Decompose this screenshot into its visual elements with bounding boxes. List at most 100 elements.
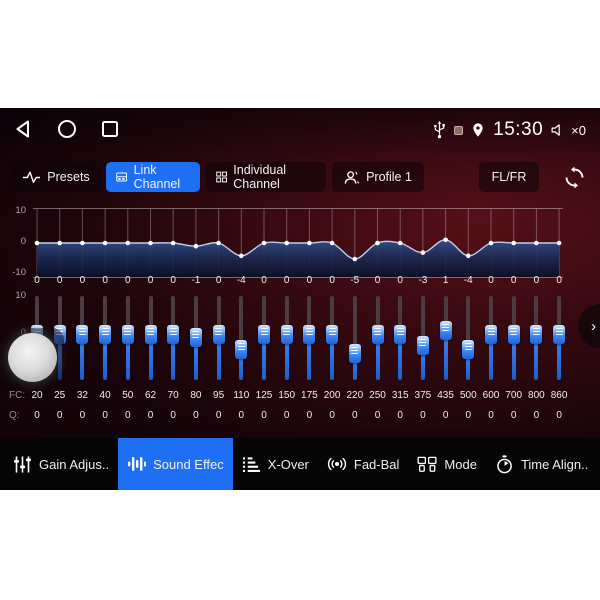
mixer-icon	[13, 455, 32, 474]
eq-band-slider[interactable]	[230, 294, 252, 384]
eq-band-slider[interactable]	[185, 294, 207, 384]
eq-band-slider[interactable]	[321, 294, 343, 384]
slider-thumb[interactable]	[348, 343, 361, 363]
slider-thumb[interactable]	[76, 324, 89, 344]
reset-button[interactable]	[560, 163, 588, 191]
speaker-mute-icon	[551, 124, 560, 136]
band-gain-value: -4	[236, 275, 246, 286]
home-icon[interactable]	[57, 119, 77, 139]
nav-item-x-over[interactable]: X-Over	[233, 438, 318, 490]
band-fc-value: 80	[190, 390, 202, 401]
slider-track-lower	[307, 334, 312, 380]
eq-band-slider[interactable]	[162, 294, 184, 384]
slider-track-lower	[466, 349, 471, 380]
eq-band-slider[interactable]	[276, 294, 298, 384]
slider-track-lower	[352, 353, 357, 380]
slider-track-lower	[511, 334, 516, 380]
slider-track-lower	[420, 345, 425, 380]
curve-fill	[37, 239, 560, 277]
eq-band-slider[interactable]	[389, 294, 411, 384]
floating-knob[interactable]	[8, 333, 57, 382]
nav-item-label: Mode	[444, 456, 477, 472]
individual-channel-icon	[216, 171, 228, 183]
nav-item-time-align[interactable]: Time Align..	[486, 438, 597, 490]
slider-track-upper	[466, 296, 471, 350]
slider-thumb[interactable]	[144, 324, 157, 344]
eq-band-slider[interactable]	[140, 294, 162, 384]
slider-thumb[interactable]	[235, 339, 248, 359]
slider-thumb[interactable]	[258, 324, 270, 344]
band-q-value: 0	[488, 410, 494, 421]
slider-thumb[interactable]	[121, 324, 134, 344]
nav-item-mode[interactable]: Mode	[408, 438, 486, 490]
slider-track-upper	[148, 296, 153, 334]
band-q-value: 0	[465, 410, 472, 421]
eq-band-slider[interactable]	[435, 294, 457, 384]
crossover-icon	[242, 455, 261, 473]
recents-icon[interactable]	[101, 120, 119, 138]
eq-band-slider[interactable]	[71, 294, 93, 384]
slider-thumb[interactable]	[189, 328, 202, 348]
band-gain-value: 0	[397, 275, 403, 286]
refresh-icon	[565, 166, 583, 188]
slider-thumb[interactable]	[507, 324, 520, 344]
waveform-icon	[23, 171, 41, 183]
band-q-value: 0	[556, 410, 562, 421]
profile-button[interactable]: Profile 1	[332, 162, 424, 192]
eq-band-slider[interactable]	[457, 294, 479, 384]
band-gain-value: 0	[147, 275, 154, 286]
nav-item-gain-adjust[interactable]: Gain Adjus..	[4, 438, 118, 490]
slider-thumb[interactable]	[394, 324, 407, 344]
timer-icon	[495, 454, 514, 474]
slider-thumb[interactable]	[326, 324, 339, 344]
slider-thumb[interactable]	[280, 324, 293, 344]
band-q-value: 0	[352, 410, 358, 421]
back-icon[interactable]	[14, 119, 33, 139]
band-gain-value: 0	[329, 275, 335, 286]
nav-item-fad-bal[interactable]: Fad-Bal	[318, 438, 409, 490]
slider-track-lower	[443, 330, 448, 380]
eq-band-slider[interactable]	[94, 294, 116, 384]
slider-track-lower	[125, 334, 130, 380]
eq-band-slider[interactable]	[548, 294, 570, 384]
band-gain-value: 0	[34, 275, 40, 286]
eq-band-slider[interactable]	[503, 294, 525, 384]
slider-thumb[interactable]	[99, 324, 112, 344]
slider-thumb[interactable]	[416, 335, 429, 355]
nav-item-label: Sound Effec	[153, 456, 224, 472]
next-page-button[interactable]: ›	[578, 304, 600, 348]
slider-thumb[interactable]	[530, 324, 543, 344]
slider-thumb[interactable]	[439, 320, 452, 340]
band-gain-value: 0	[556, 275, 562, 286]
individual-channel-button[interactable]: Individual Channel	[206, 162, 326, 192]
slider-thumb[interactable]	[212, 324, 225, 344]
slider-thumb[interactable]	[303, 324, 316, 344]
eq-band-slider[interactable]	[298, 294, 320, 384]
eq-band-slider[interactable]	[367, 294, 389, 384]
eq-band-slider[interactable]	[525, 294, 547, 384]
eq-band-slider[interactable]	[208, 294, 230, 384]
link-channel-button[interactable]: Link Channel	[106, 162, 200, 192]
slider-track-upper	[511, 296, 516, 334]
band-fc-value: 315	[391, 390, 409, 401]
channel-pair-button[interactable]: FL/FR	[479, 162, 539, 192]
slider-thumb[interactable]	[553, 324, 566, 344]
channel-pair-label: FL/FR	[491, 170, 527, 184]
slider-thumb[interactable]	[485, 324, 497, 344]
slider-thumb[interactable]	[167, 324, 180, 344]
slider-track-upper	[284, 296, 289, 334]
presets-button[interactable]: Presets	[10, 162, 102, 192]
eq-band-slider[interactable]	[480, 294, 502, 384]
slider-thumb[interactable]	[462, 339, 475, 359]
slider-thumb[interactable]	[371, 324, 384, 344]
link-channel-icon	[116, 172, 127, 182]
chevron-right-icon: ›	[591, 317, 596, 335]
band-fc-value: 125	[255, 390, 273, 401]
nav-item-sound-effect[interactable]: Sound Effec	[118, 438, 233, 490]
slider-track-upper	[307, 296, 312, 334]
eq-band-slider[interactable]	[344, 294, 366, 384]
eq-band-slider[interactable]	[117, 294, 139, 384]
band-gain-value: 0	[306, 275, 313, 286]
eq-band-slider[interactable]	[253, 294, 275, 384]
eq-band-slider[interactable]	[412, 294, 434, 384]
